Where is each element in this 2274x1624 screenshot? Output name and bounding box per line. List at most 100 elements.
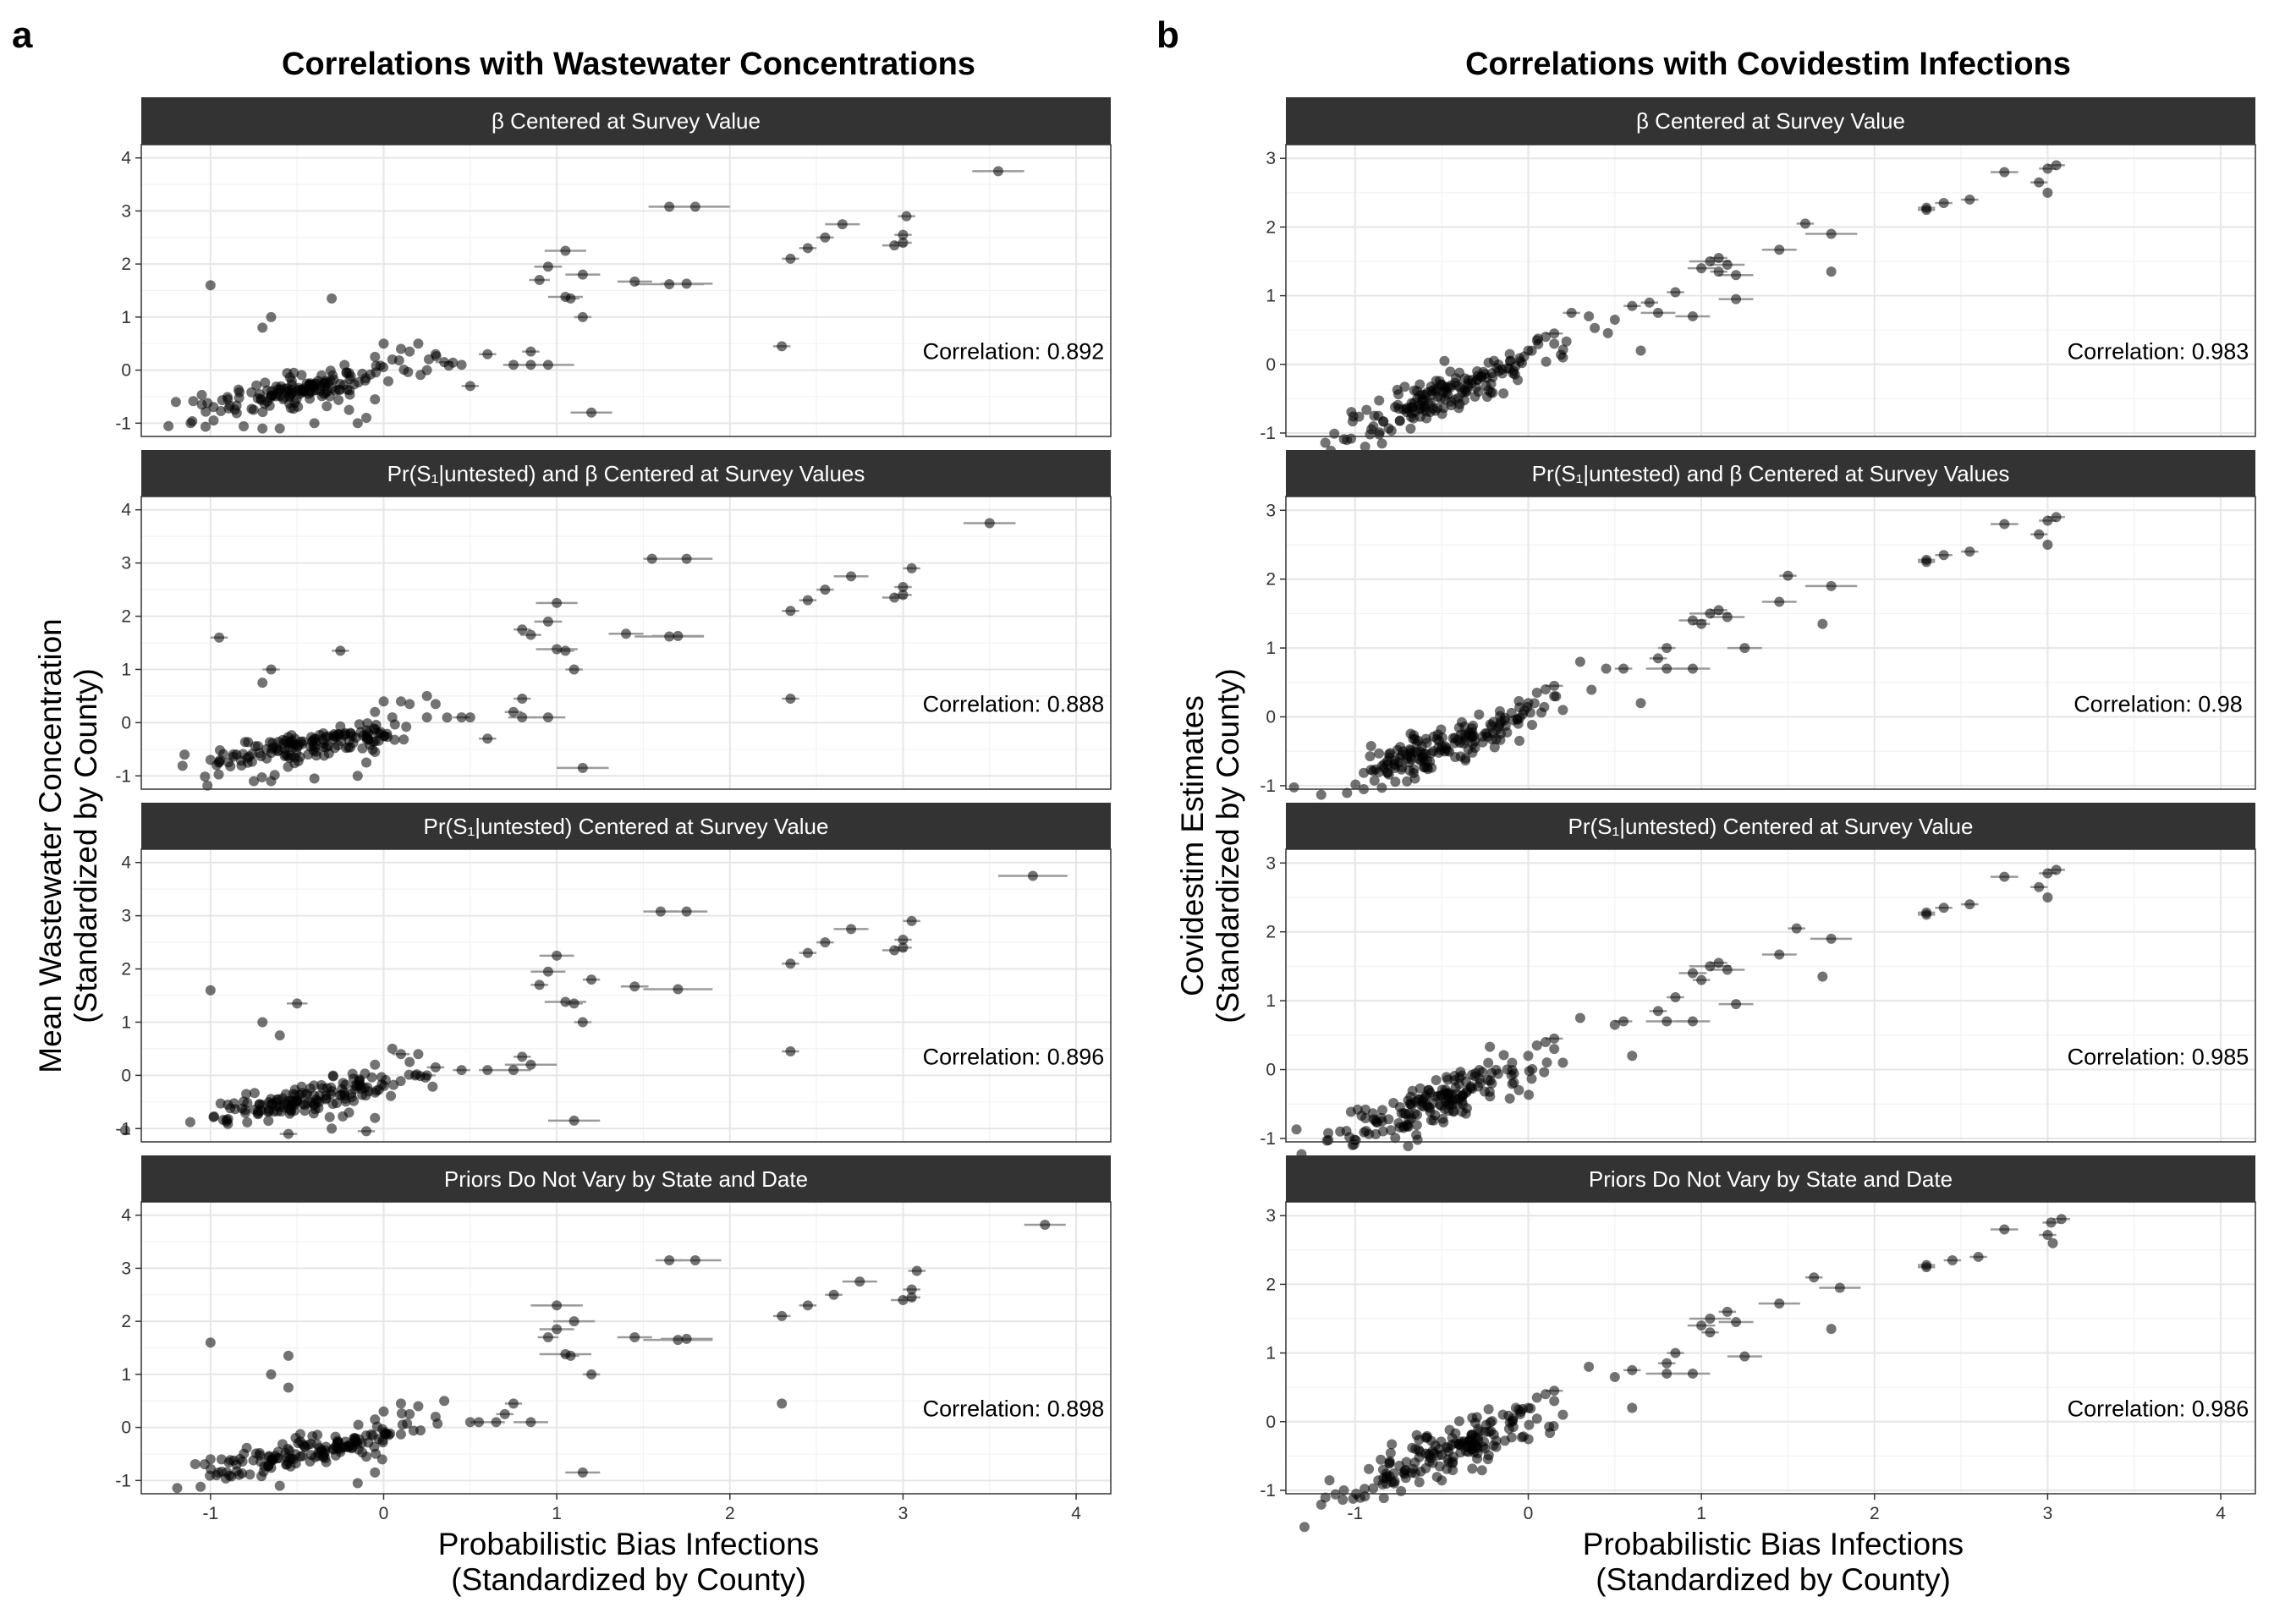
data-point: [1347, 416, 1358, 427]
data-point: [1999, 518, 2010, 529]
data-point: [802, 947, 813, 958]
data-point: [525, 346, 536, 357]
data-point: [1420, 406, 1431, 417]
data-point: [1514, 735, 1525, 746]
data-point: [1381, 1479, 1392, 1490]
data-point: [1722, 964, 1733, 975]
data-point: [1574, 1012, 1585, 1023]
data-point: [1662, 643, 1673, 654]
data-point: [242, 1116, 253, 1127]
data-point: [274, 1030, 285, 1041]
data-point: [1687, 968, 1698, 979]
data-point: [568, 664, 579, 675]
data-point: [442, 712, 453, 723]
x-tick-label: 2: [1870, 1504, 1880, 1523]
data-point: [1413, 735, 1424, 746]
data-point: [1498, 388, 1509, 399]
data-point: [214, 632, 225, 643]
panel-border: [1285, 1201, 2256, 1495]
data-point: [1513, 1404, 1524, 1415]
x-tick-label: 2: [725, 1504, 735, 1523]
data-point: [1430, 1440, 1441, 1451]
data-point: [377, 1437, 388, 1448]
data-point: [208, 415, 219, 426]
facet-b-2: Pr(S₁|untested) and β Centered at Survey…: [1260, 450, 2256, 819]
data-point: [256, 771, 267, 782]
data-point: [1474, 1065, 1485, 1076]
data-point: [1390, 1133, 1401, 1144]
data-point: [266, 664, 277, 675]
data-point: [266, 776, 277, 787]
data-point: [785, 606, 796, 617]
data-point: [1590, 322, 1601, 333]
data-point: [1549, 1396, 1560, 1407]
data-point: [272, 743, 283, 754]
data-point: [1438, 1116, 1449, 1127]
data-point: [1454, 1073, 1465, 1084]
data-point: [1503, 1424, 1514, 1435]
facet-strip-label: β Centered at Survey Value: [492, 108, 761, 134]
data-point: [239, 1105, 250, 1116]
data-point: [370, 351, 381, 362]
data-point: [1500, 721, 1511, 732]
data-point: [222, 394, 233, 405]
data-point: [439, 357, 450, 368]
data-point: [1368, 1483, 1379, 1494]
data-point: [383, 376, 394, 387]
data-point: [378, 696, 389, 707]
data-point: [542, 261, 553, 272]
y-tick-label: 3: [121, 554, 131, 573]
data-point: [343, 1107, 354, 1118]
data-point: [1635, 345, 1646, 356]
data-point: [1507, 1057, 1518, 1068]
y-tick-label: -1: [115, 414, 131, 433]
svg-text:Covidestim Estimates: Covidestim Estimates: [1175, 695, 1210, 996]
data-point: [1652, 1006, 1663, 1017]
data-point: [1539, 1067, 1550, 1078]
data-point: [333, 394, 344, 405]
data-point: [664, 201, 675, 212]
data-point: [439, 1396, 450, 1407]
data-point: [889, 240, 900, 251]
data-point: [289, 398, 300, 409]
data-point: [681, 278, 692, 289]
data-point: [1406, 754, 1417, 765]
data-point: [1541, 1057, 1552, 1068]
data-point: [1531, 1392, 1542, 1403]
data-point: [1436, 1100, 1447, 1111]
y-tick-label: 4: [121, 1206, 131, 1226]
data-point: [1467, 1413, 1478, 1424]
data-point: [1395, 742, 1406, 753]
data-point: [560, 996, 571, 1007]
data-point: [1834, 1282, 1845, 1293]
data-point: [1472, 1432, 1483, 1443]
data-point: [854, 1276, 865, 1287]
data-point: [2047, 1237, 2058, 1248]
data-point: [777, 1398, 788, 1409]
data-point: [1731, 270, 1742, 281]
data-point: [1999, 1224, 2010, 1235]
facet-a-1: β Centered at Survey Value -1 0 1 2 3 4 Correla…: [115, 97, 1112, 437]
data-point: [898, 238, 909, 249]
data-point: [1415, 1466, 1426, 1477]
data-point: [1444, 1097, 1455, 1108]
data-point: [1540, 1036, 1551, 1047]
data-point: [1609, 1019, 1620, 1030]
data-point: [1388, 1478, 1399, 1489]
correlation-label: Correlation: 0.898: [923, 1396, 1105, 1422]
data-point: [1431, 733, 1442, 744]
facet-strip-label: β Centered at Survey Value: [1636, 108, 1905, 134]
data-point: [629, 276, 640, 287]
data-point: [387, 712, 398, 723]
y-tick-label: 2: [121, 607, 131, 627]
data-point: [1376, 1112, 1387, 1123]
x-tick-label: 1: [1696, 1504, 1706, 1523]
data-point: [283, 1128, 294, 1139]
data-point: [689, 1255, 700, 1265]
data-point: [1390, 776, 1401, 787]
data-point: [1817, 618, 1828, 629]
data-point: [1526, 1073, 1537, 1084]
svg-text:Probabilistic Bias Infections: Probabilistic Bias Infections: [438, 1527, 819, 1561]
data-point: [464, 381, 475, 392]
data-point: [404, 346, 415, 357]
